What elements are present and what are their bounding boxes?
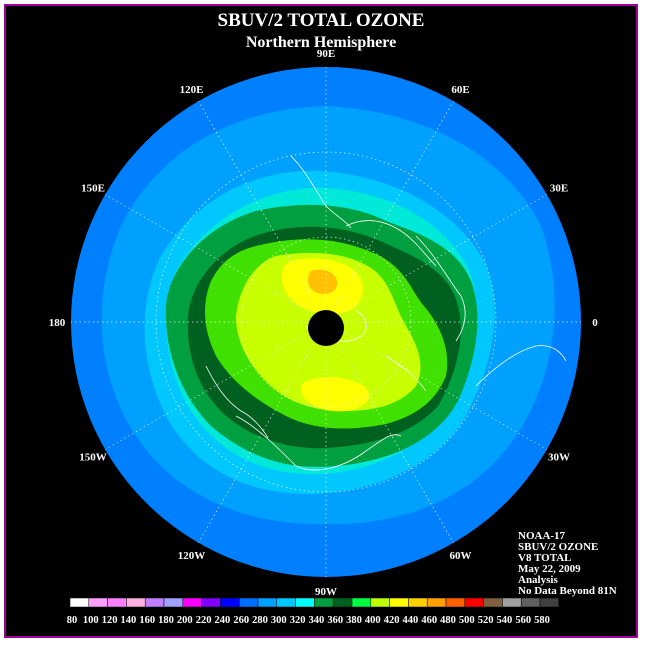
colorbar-label: 80 [67,615,78,626]
colorbar-label: 120 [102,615,118,626]
colorbar-label: 200 [177,615,193,626]
page-title: SBUV/2 TOTAL OZONE [217,10,425,31]
colorbar-label: 380 [346,615,362,626]
meridian-line [198,339,317,544]
colorbar-swatch [426,598,447,608]
longitude-label: 90E [317,48,335,60]
longitude-label: 30E [550,183,568,195]
meridian-line [335,100,454,305]
longitude-label: 60E [451,84,469,96]
info-version: V8 TOTAL [518,552,572,564]
coast-north-america [235,415,402,471]
colorbar-label: 220 [196,615,212,626]
longitude-labels: 90E 60E 30E 0 30W 60W 90W 120W 150W 180 150E 120E [49,48,599,598]
colorbar-swatch [257,598,278,608]
colorbar-swatch [370,598,390,608]
info-satellite: NOAA-17 [518,530,566,542]
colorbar-label: 360 [327,615,343,626]
colorbar-swatch [520,598,541,608]
longitude-label: 90W [315,586,337,598]
colorbar-label: 520 [478,615,494,626]
colorbar-label: 440 [403,615,419,626]
colorbar-label: 100 [83,615,99,626]
colorbar-swatch [389,598,409,608]
colorbar-swatch [295,598,315,608]
colorbar-swatch [238,598,259,608]
colorbar-label: 180 [158,615,174,626]
longitude-label: 120E [180,84,204,96]
colorbar-swatch [201,598,221,608]
colorbar-label: 540 [497,615,513,626]
colorbar-swatch [464,598,484,608]
colorbar-label: 400 [365,615,381,626]
longitude-label: 150E [81,183,105,195]
info-instrument: SBUV/2 OZONE [518,541,599,553]
pole-no-data-cap [308,310,344,346]
info-block: NOAA-17 SBUV/2 OZONE V8 TOTAL May 22, 20… [518,531,617,597]
coast-siberia [415,235,466,342]
colorbar-swatch [351,598,372,608]
colorbar-label: 500 [459,615,475,626]
colorbar-swatch [314,598,334,608]
colorbar-label: 160 [139,615,155,626]
colorbar-swatch [163,598,184,608]
colorbar-label: 480 [440,615,456,626]
colorbar: 80 100 120 140 160 180 200 220 240 260 280 300 320 34… [67,598,560,626]
latitude-circle-60 [240,236,412,408]
colorbar-swatch [276,598,296,608]
colorbar-label: 140 [121,615,137,626]
meridian-line [343,331,548,450]
colorbar-swatch [539,598,560,608]
colorbar-swatch [483,598,503,608]
colorbar-swatch [445,598,466,608]
ozone-band-420b [300,376,370,412]
ozone-map: 90E 60E 30E 0 30W 60W 90W 120W 150W 180 150E 120E [49,48,599,598]
info-type: Analysis [518,574,558,586]
longitude-label: 60W [450,550,472,562]
colorbar-label: 300 [271,615,287,626]
meridian-line [198,100,317,305]
longitude-label: 150W [79,452,107,464]
longitude-label: 0 [592,317,598,329]
meridian-line [104,331,309,450]
colorbar-swatch [69,598,90,608]
colorbar-label: 240 [215,615,231,626]
colorbar-swatch [107,598,127,608]
colorbar-label: 260 [233,615,249,626]
colorbar-swatch [220,598,240,608]
colorbar-label: 460 [421,615,437,626]
ozone-band-440 [308,269,338,294]
meridians [71,67,581,577]
map-frame: 90E 60E 30E 0 30W 60W 90W 120W 150W 180 150E 120E S… [4,4,638,638]
info-date: May 22, 2009 [518,563,581,575]
colorbar-label: 420 [384,615,400,626]
colorbar-swatch [408,598,428,608]
graticule [71,67,581,577]
longitude-label: 30W [548,452,570,464]
colorbar-label: 580 [534,615,550,626]
colorbar-swatch [182,598,202,608]
info-no-data: No Data Beyond 81N [518,585,617,597]
colorbar-swatch [88,598,108,608]
meridian-line [104,194,309,313]
coast-greenland [385,355,427,392]
colorbar-label: 320 [290,615,306,626]
colorbar-swatch [126,598,146,608]
colorbar-label: 560 [515,615,531,626]
coast-eurasia [345,220,437,267]
colorbar-label: 280 [252,615,268,626]
colorbar-swatch [332,598,353,608]
colorbar-swatch [502,598,522,608]
longitude-label: 180 [49,317,66,329]
meridian-line [335,339,454,544]
coast-alaska [205,365,269,439]
page-subtitle: Northern Hemisphere [245,34,397,51]
coast-europe [475,345,567,387]
meridian-line [343,194,548,313]
longitude-label: 120W [178,550,206,562]
colorbar-swatch [144,598,165,608]
colorbar-label: 340 [309,615,325,626]
